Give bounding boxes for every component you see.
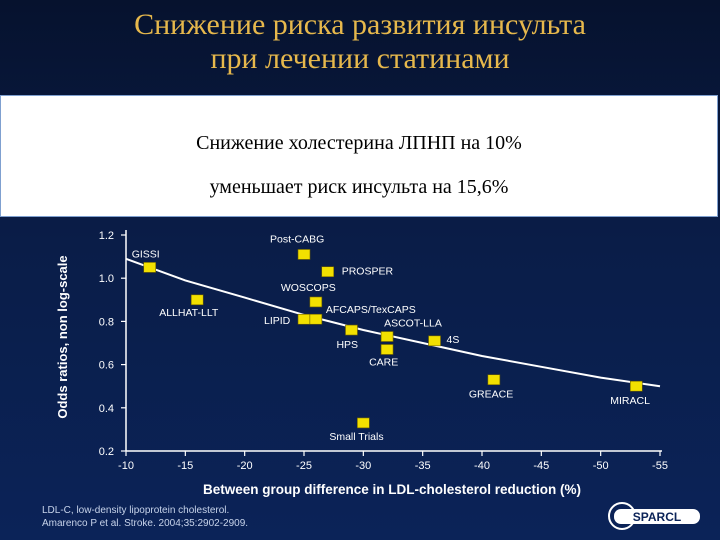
slide-title-line-1: Снижение риска развития инсульта [134,8,586,41]
data-point-marker [309,313,323,325]
sparcl-logo: SPARCL [608,502,700,530]
y-tick-label: 1.2 [99,230,114,242]
y-tick-label: 0.8 [99,316,114,328]
data-point: CARE [369,344,398,368]
data-point-marker [297,249,311,260]
axes-layer: 0.2 0.4 0.6 0.8 1.0 1.2 -10 -15 -20 -25 -30 -35 -40 -… [99,230,668,472]
x-tick-label: -25 [296,460,312,472]
data-point-label: MIRACL [610,395,650,407]
logo-band [614,509,700,524]
data-point-marker [321,266,335,278]
data-point-marker [380,331,394,342]
x-tick-label: -55 [652,460,668,472]
x-tick-label: -10 [118,460,134,472]
data-point-marker [297,313,311,325]
data-point: GREACE [469,374,513,401]
data-point: 4S [428,334,460,347]
slide-title-line-2: при лечении статинами [210,42,510,75]
x-tick-label: -35 [415,460,431,472]
data-point-marker [143,262,157,273]
logo-text: SPARCL [633,510,681,524]
x-axis-label: Between group difference in LDL-choleste… [203,482,581,497]
key-message-box: Снижение холестерина ЛПНП на 10% уменьша… [0,95,718,217]
data-point: WOSCOPS [281,282,336,308]
key-message-line-2: уменьшает риск инсульта на 15,6% [209,176,509,198]
data-point: PROSPER [321,266,394,278]
key-message-line-1: Снижение холестерина ЛПНП на 10% [196,132,522,154]
data-point: Small Trials [329,417,384,443]
y-tick-label: 1.0 [99,273,114,285]
y-tick-label: 0.6 [99,360,114,372]
footnote: LDL-C, low-density lipoprotein cholester… [42,504,248,530]
data-point: MIRACL [610,380,650,407]
footnote-line-1: LDL-C, low-density lipoprotein cholester… [42,505,230,516]
data-point-marker [190,294,204,306]
data-point-label: PROSPER [342,266,394,278]
data-point-label: LIPID [264,315,291,327]
x-tick-label: -45 [533,460,549,472]
slide-title: Снижение риска развития инсульта при леч… [0,8,720,76]
data-point-marker [357,417,370,429]
data-point-marker [345,324,358,336]
data-point-marker [309,296,323,308]
x-tick-label: -40 [474,460,490,472]
data-point: ASCOT-LLA [380,318,442,342]
data-point: ALLHAT-LLT [159,294,219,319]
data-point-label: ALLHAT-LLT [159,307,219,319]
data-point: Post-CABG [270,233,324,260]
data-point-label: 4S [447,334,460,346]
data-point: HPS [336,324,358,351]
data-point-label: GREACE [469,389,513,401]
y-tick-label: 0.2 [99,446,114,458]
data-point-label: WOSCOPS [281,282,336,294]
data-point-marker [380,344,394,355]
data-point-marker [428,335,441,347]
data-point-label: CARE [369,356,398,368]
x-tick-label: -30 [355,460,371,472]
data-point: GISSI [132,248,160,273]
data-point-label: GISSI [132,248,160,260]
y-tick-label: 0.4 [99,403,114,415]
data-point-marker [629,380,643,392]
x-tick-label: -20 [237,460,253,472]
data-point-label: Post-CABG [270,233,324,245]
data-point: LIPID [264,313,311,327]
data-point: AFCAPS/TexCAPS [309,304,416,325]
odds-ratio-scatter-chart: 0.2 0.4 0.6 0.8 1.0 1.2 -10 -15 -20 -25 -30 -35 -40 -… [55,230,668,497]
y-axis-label: Odds ratios, non log-scale [55,255,70,418]
data-point-marker [487,374,501,386]
x-tick-label: -15 [177,460,193,472]
data-point-label: Small Trials [329,431,383,443]
x-tick-label: -50 [593,460,609,472]
points-layer: GISSI Post-CABG PROSPER WOSCOPS ALLHAT-LLT LI… [132,233,650,442]
data-point-label: AFCAPS/TexCAPS [326,304,416,316]
footnote-line-2: Amarenco P et al. Stroke. 2004;35:2902-2… [42,518,249,529]
data-point-label: HPS [336,339,358,351]
data-point-label: ASCOT-LLA [384,318,442,330]
